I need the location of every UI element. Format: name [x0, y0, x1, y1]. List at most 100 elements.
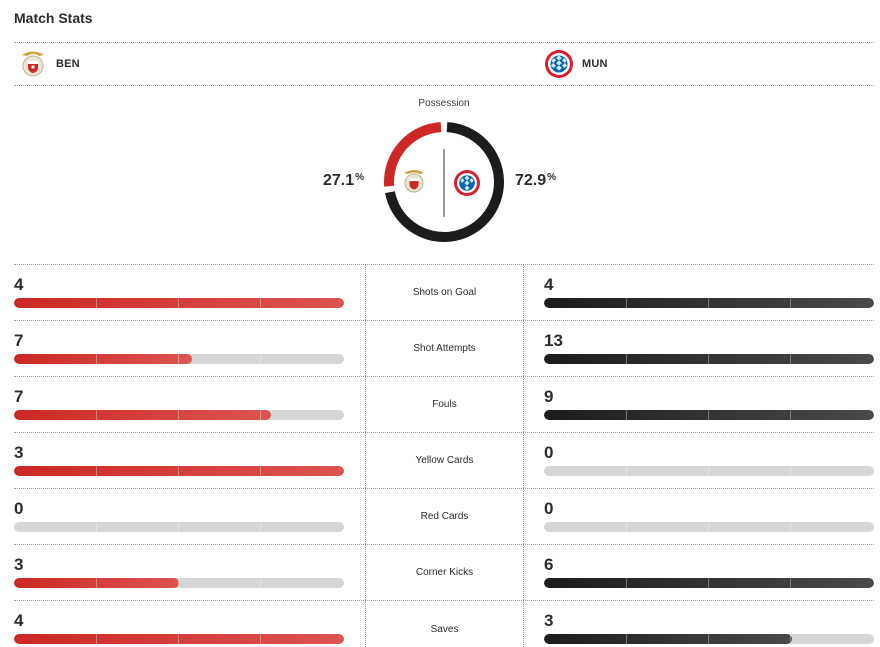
home-stat-bar — [14, 298, 344, 308]
section-title: Match Stats — [14, 10, 93, 26]
bar-tick — [178, 634, 179, 644]
away-stat-value: 9 — [544, 387, 554, 406]
benfica-crest-icon — [404, 170, 424, 193]
away-possession-arc — [385, 122, 504, 242]
home-stat-bar — [14, 466, 344, 476]
away-stat-bar-fill — [544, 298, 874, 308]
home-possession-value: 27.1% — [323, 172, 365, 189]
bar-tick — [790, 410, 791, 420]
away-stat-bar-fill — [544, 410, 874, 420]
bar-tick — [178, 578, 179, 588]
stats-table: 4 Shots on Goal 4 7 Shot Attempts 13 7 Fouls 9 3 Y… — [14, 264, 874, 647]
bar-tick — [708, 466, 709, 476]
home-stat-bar — [14, 522, 344, 532]
home-stat-bar — [14, 354, 344, 364]
stat-row: 4 Shots on Goal 4 — [14, 265, 874, 321]
stat-label: Yellow Cards — [365, 433, 524, 488]
bar-tick — [96, 298, 97, 308]
home-stat-value: 3 — [14, 555, 24, 574]
bar-tick — [96, 522, 97, 532]
bar-tick — [96, 578, 97, 588]
home-stat-bar-fill — [14, 298, 344, 308]
bar-tick — [260, 354, 261, 364]
bar-tick — [790, 522, 791, 532]
home-stat-bar — [14, 578, 344, 588]
stat-row: 3 Corner Kicks 6 — [14, 545, 874, 601]
bar-tick — [260, 634, 261, 644]
stat-row: 7 Fouls 9 — [14, 377, 874, 433]
bar-tick — [260, 410, 261, 420]
bar-tick — [708, 578, 709, 588]
home-stat-value: 4 — [14, 275, 24, 294]
away-stat-value: 0 — [544, 499, 554, 518]
home-stat-value: 3 — [14, 443, 24, 462]
team-header: BEN MUN — [14, 42, 874, 86]
bar-tick — [626, 634, 627, 644]
away-team-abbr: MUN — [582, 58, 608, 70]
away-stat-bar — [544, 410, 874, 420]
bar-tick — [178, 522, 179, 532]
stat-row: 0 Red Cards 0 — [14, 489, 874, 545]
home-possession-arc — [384, 122, 442, 187]
bar-tick — [260, 578, 261, 588]
stat-label: Shot Attempts — [365, 321, 524, 376]
stat-label: Corner Kicks — [365, 545, 524, 600]
away-stat-bar — [544, 522, 874, 532]
away-stat-bar-fill — [544, 634, 792, 644]
away-stat-value: 4 — [544, 275, 554, 294]
home-stat-bar — [14, 634, 344, 644]
away-stat-bar — [544, 578, 874, 588]
home-team[interactable]: BEN — [18, 43, 80, 85]
away-stat-bar — [544, 466, 874, 476]
away-stat-bar — [544, 634, 874, 644]
stat-label: Saves — [365, 601, 524, 647]
bar-tick — [790, 298, 791, 308]
stat-label: Shots on Goal — [365, 265, 524, 320]
away-stat-value: 0 — [544, 443, 554, 462]
away-stat-bar-fill — [544, 354, 874, 364]
stat-row: 4 Saves 3 — [14, 601, 874, 647]
bar-tick — [708, 522, 709, 532]
home-stat-value: 0 — [14, 499, 24, 518]
possession-donut-chart — [384, 122, 504, 242]
possession-section: Possession 27.1% 72.9% — [0, 86, 880, 264]
bar-tick — [790, 634, 791, 644]
away-stat-bar — [544, 354, 874, 364]
stat-row: 7 Shot Attempts 13 — [14, 321, 874, 377]
home-stat-value: 7 — [14, 331, 24, 350]
bar-tick — [178, 354, 179, 364]
home-stat-bar-fill — [14, 578, 179, 588]
bar-tick — [708, 634, 709, 644]
bar-tick — [790, 354, 791, 364]
bar-tick — [96, 354, 97, 364]
bar-tick — [178, 466, 179, 476]
away-stat-value: 6 — [544, 555, 554, 574]
away-stat-value: 13 — [544, 331, 563, 350]
home-stat-bar-fill — [14, 634, 344, 644]
bar-tick — [790, 578, 791, 588]
bar-tick — [708, 298, 709, 308]
away-possession-value: 72.9% — [515, 172, 557, 189]
bar-tick — [790, 466, 791, 476]
bar-tick — [626, 298, 627, 308]
bayern-munich-crest-icon — [454, 170, 480, 196]
away-team[interactable]: MUN — [544, 43, 608, 85]
bayern-munich-crest-icon — [544, 49, 574, 79]
possession-label: Possession — [418, 98, 470, 109]
home-stat-bar-fill — [14, 410, 272, 420]
stat-label: Red Cards — [365, 489, 524, 544]
home-stat-bar-fill — [14, 354, 193, 364]
stat-row: 3 Yellow Cards 0 — [14, 433, 874, 489]
away-stat-bar — [544, 298, 874, 308]
bar-tick — [178, 298, 179, 308]
bar-tick — [260, 522, 261, 532]
bar-tick — [96, 410, 97, 420]
bar-tick — [96, 634, 97, 644]
bar-tick — [626, 578, 627, 588]
bar-tick — [626, 410, 627, 420]
home-stat-value: 4 — [14, 611, 24, 630]
bar-tick — [626, 522, 627, 532]
bar-tick — [260, 466, 261, 476]
bar-tick — [626, 466, 627, 476]
benfica-crest-icon — [18, 49, 48, 79]
